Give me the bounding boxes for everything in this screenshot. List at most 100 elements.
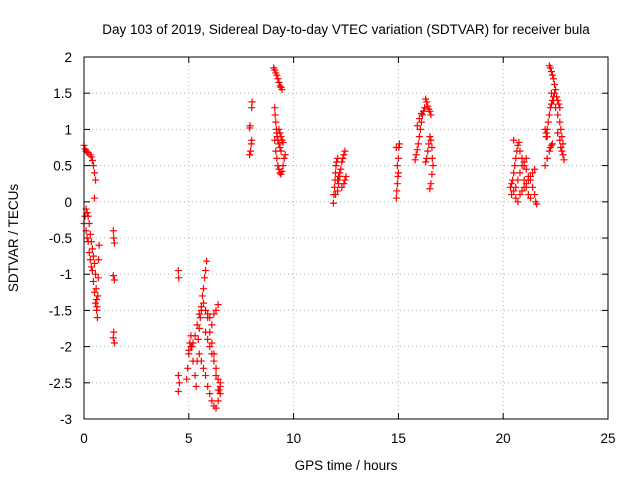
data-point [85,220,93,228]
data-point [94,292,102,300]
data-point [560,156,568,164]
data-point [110,276,118,284]
data-point [202,306,210,314]
data-point [415,115,423,123]
data-point [392,194,400,202]
data-point [417,118,425,126]
data-point [201,274,209,282]
data-point [394,154,402,162]
data-point [272,118,280,126]
data-point [547,89,555,97]
data-point [337,165,345,173]
data-point [394,169,402,177]
x-tick-labels: 0 5 10 15 20 25 [80,431,615,446]
data-point [174,372,182,380]
data-point [210,357,218,365]
x-tick-label: 15 [391,431,406,446]
y-tick-label: -3 [60,412,72,427]
data-point [423,98,431,106]
data-point [175,379,183,387]
data-point [413,122,421,130]
data-point [208,339,216,347]
data-point [524,191,532,199]
data-point [414,140,422,148]
x-tick-label: 10 [286,431,301,446]
data-point [271,136,279,144]
data-point [332,162,340,170]
chart-title: Day 103 of 2019, Sidereal Day-to-day VTE… [102,22,590,37]
x-tick-label: 5 [185,431,193,446]
data-point [195,350,203,358]
data-point [85,248,93,256]
data-point [271,104,279,112]
data-point [195,310,203,318]
data-point [426,185,434,193]
data-point [214,386,222,394]
data-point [417,109,425,117]
data-point [109,227,117,235]
data-point [204,382,212,390]
data-point [198,292,206,300]
y-tick-label: 0.5 [53,159,72,174]
data-point [90,169,98,177]
data-point [415,133,423,141]
data-point [214,375,222,383]
data-point [206,343,214,351]
data-point [341,176,349,184]
data-point [545,111,553,119]
data-point [512,183,520,191]
data-point [522,183,530,191]
data-point [275,140,283,148]
data-point [557,125,565,133]
data-point [92,270,100,278]
data-point [203,257,211,265]
data-point [193,321,201,329]
data-point [89,162,97,170]
data-point [429,162,437,170]
data-point [196,314,204,322]
data-point [555,100,563,108]
data-point [559,151,567,159]
data-point [92,176,100,184]
data-point [336,169,344,177]
data-point [524,172,532,180]
data-point [92,299,100,307]
data-point [84,212,92,220]
data-point [278,86,286,94]
data-point [210,350,218,358]
data-point [174,267,182,275]
data-point [273,154,281,162]
data-point [515,138,523,146]
data-point [202,267,210,275]
data-point [428,170,436,178]
data-point [428,144,436,151]
data-point [516,191,524,199]
data-point [278,167,286,175]
data-point [531,191,539,199]
data-point [514,198,522,206]
data-point [330,183,338,191]
plot-frame [83,56,609,420]
data-point [395,140,403,148]
data-point [87,263,95,271]
data-point [427,180,435,188]
data-point [246,151,254,159]
data-point [556,136,564,144]
data-point [275,78,283,86]
data-points [80,62,568,412]
data-point [518,154,526,162]
data-point [426,133,434,141]
data-point [548,71,556,79]
data-point [543,133,551,141]
data-point [174,387,182,395]
x-tick-label: 0 [80,431,88,446]
data-point [247,147,255,155]
data-point [338,158,346,166]
data-point [329,199,337,207]
data-point [526,176,534,184]
data-point [510,136,518,144]
data-point [339,154,347,162]
data-point [550,96,558,104]
data-point [512,194,520,202]
data-point [393,162,401,170]
